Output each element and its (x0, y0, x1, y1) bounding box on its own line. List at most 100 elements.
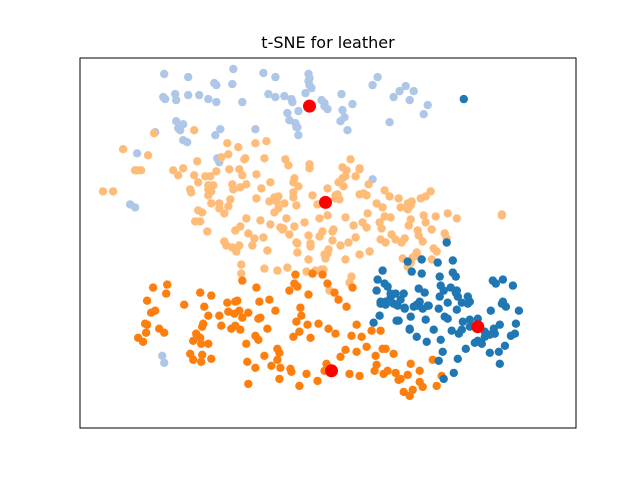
scatter-point (224, 202, 233, 211)
scatter-point (138, 337, 148, 346)
scatter-point (443, 298, 452, 307)
scatter-point (98, 187, 108, 196)
scatter-point (237, 260, 246, 269)
scatter-point (336, 117, 345, 126)
scatter-point (291, 270, 300, 279)
scatter-point (293, 248, 302, 257)
scatter-point (345, 369, 354, 379)
scatter-point (149, 129, 159, 138)
scatter-point (414, 284, 423, 293)
scatter-point (352, 320, 361, 329)
scatter-point (423, 100, 432, 110)
scatter-point (386, 289, 395, 298)
scatter-point (395, 86, 404, 96)
scatter-point (260, 264, 269, 273)
scatter-point (187, 188, 196, 197)
scatter-point (403, 257, 412, 266)
scatter-point (385, 192, 394, 201)
scatter-point (267, 361, 276, 370)
scatter-point (497, 211, 507, 220)
scatter-point (407, 267, 416, 276)
scatter-point (351, 172, 360, 181)
scatter-point (420, 288, 429, 297)
scatter-point (506, 331, 516, 340)
scatter-point (308, 191, 317, 200)
scatter-point (256, 216, 265, 225)
scatter-point (508, 281, 518, 290)
scatter-point (336, 241, 345, 250)
scatter-point (251, 139, 260, 148)
scatter-point (417, 269, 426, 278)
scatter-point (431, 212, 440, 221)
scatter-point (179, 164, 188, 173)
scatter-point (292, 201, 301, 210)
scatter-point (244, 229, 253, 238)
scatter-point (276, 223, 285, 232)
scatter-point (417, 255, 426, 264)
scatter-point (375, 311, 384, 320)
scatter-point (403, 370, 412, 380)
scatter-point (143, 151, 153, 160)
scatter-point (294, 131, 303, 140)
scatter-point (334, 178, 343, 187)
scatter-point (470, 338, 479, 347)
scatter-point (172, 117, 181, 126)
scatter-point (329, 225, 338, 234)
scatter-point (357, 332, 366, 341)
scatter-point (211, 131, 220, 140)
scatter-point (212, 167, 221, 176)
scatter-point (424, 301, 433, 310)
scatter-point (183, 138, 192, 147)
scatter-point (274, 192, 283, 201)
scatter-point (204, 339, 213, 348)
scatter-point (227, 324, 236, 333)
scatter-point (180, 300, 189, 309)
scatter-point (280, 199, 289, 208)
scatter-point (293, 282, 302, 291)
scatter-point (323, 279, 332, 288)
scatter-point (301, 88, 310, 98)
scatter-point (406, 359, 415, 368)
scatter-point (418, 382, 427, 392)
scatter-point (284, 161, 293, 170)
scatter-point (375, 218, 384, 227)
scatter-point (233, 296, 242, 305)
scatter-point (194, 206, 203, 215)
scatter-point (419, 110, 428, 119)
scatter-point (373, 275, 382, 284)
scatter-point (252, 194, 261, 203)
scatter-point (342, 302, 351, 311)
scatter-point (225, 165, 234, 174)
scatter-point (373, 72, 382, 82)
scatter-point (495, 359, 504, 368)
scatter-point (313, 376, 322, 386)
scatter-point (396, 295, 405, 304)
scatter-point (215, 311, 224, 320)
centroid-point (303, 99, 316, 113)
scatter-point (318, 270, 327, 279)
scatter-point (238, 276, 247, 285)
scatter-point (485, 348, 494, 357)
scatter-point (452, 305, 461, 314)
scatter-point (136, 166, 146, 175)
scatter-point (435, 292, 444, 301)
scatter-point (465, 315, 474, 324)
scatter-point (405, 391, 414, 401)
scatter-point (235, 241, 244, 250)
scatter-point (344, 238, 353, 247)
scatter-point (207, 354, 216, 363)
scatter-point (488, 276, 497, 285)
scatter-point (254, 335, 263, 344)
scatter-point (282, 214, 291, 223)
scatter-point (405, 95, 414, 105)
scatter-point (362, 342, 371, 351)
scatter-point (212, 97, 221, 107)
scatter-point (146, 308, 156, 317)
scatter-point (238, 97, 247, 107)
scatter-point (355, 190, 364, 199)
scatter-point (285, 230, 294, 239)
scatter-point (358, 218, 367, 227)
scatter-point (381, 300, 390, 309)
plot-frame (79, 57, 577, 429)
scatter-point (295, 327, 304, 336)
